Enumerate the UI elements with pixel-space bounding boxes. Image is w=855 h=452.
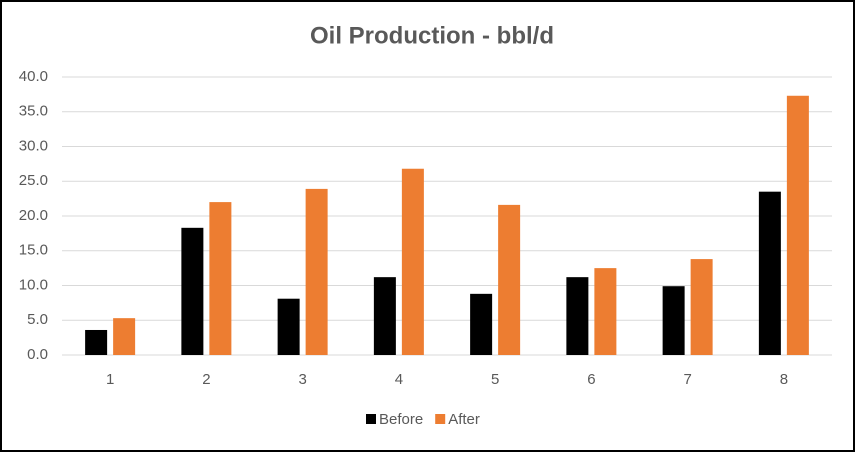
y-tick-label: 15.0 [19, 242, 48, 259]
bar [758, 191, 781, 355]
x-tick-label: 4 [395, 371, 403, 388]
x-tick-label: 3 [298, 371, 306, 388]
bar [498, 204, 521, 355]
y-tick-label: 0.0 [27, 346, 48, 363]
x-tick-label: 7 [683, 371, 691, 388]
bar [566, 277, 589, 355]
bar [662, 286, 685, 355]
x-tick-label: 1 [106, 371, 114, 388]
bar [594, 268, 617, 355]
bar [786, 95, 809, 355]
y-tick-label: 25.0 [19, 172, 48, 189]
y-tick-label: 10.0 [19, 276, 48, 293]
bar [690, 259, 713, 355]
legend-label: After [448, 411, 480, 428]
bar [470, 293, 493, 355]
x-tick-label: 5 [491, 371, 499, 388]
bar [401, 168, 424, 355]
y-tick-label: 20.0 [19, 207, 48, 224]
bar [209, 202, 232, 355]
y-tick-label: 30.0 [19, 137, 48, 154]
chart-title: Oil Production - bbl/d [310, 22, 554, 49]
bar [277, 298, 300, 355]
bar [305, 188, 328, 355]
x-tick-label: 8 [780, 371, 788, 388]
bar [373, 277, 396, 355]
bar [181, 227, 204, 355]
y-tick-label: 35.0 [19, 103, 48, 120]
legend-label: Before [379, 411, 423, 428]
x-tick-label: 6 [587, 371, 595, 388]
legend-swatch [366, 414, 376, 424]
x-tick-label: 2 [202, 371, 210, 388]
bar [85, 329, 108, 355]
legend-swatch [435, 414, 446, 424]
y-tick-label: 5.0 [27, 311, 48, 328]
y-tick-label: 40.0 [19, 68, 48, 85]
bar [113, 318, 136, 355]
